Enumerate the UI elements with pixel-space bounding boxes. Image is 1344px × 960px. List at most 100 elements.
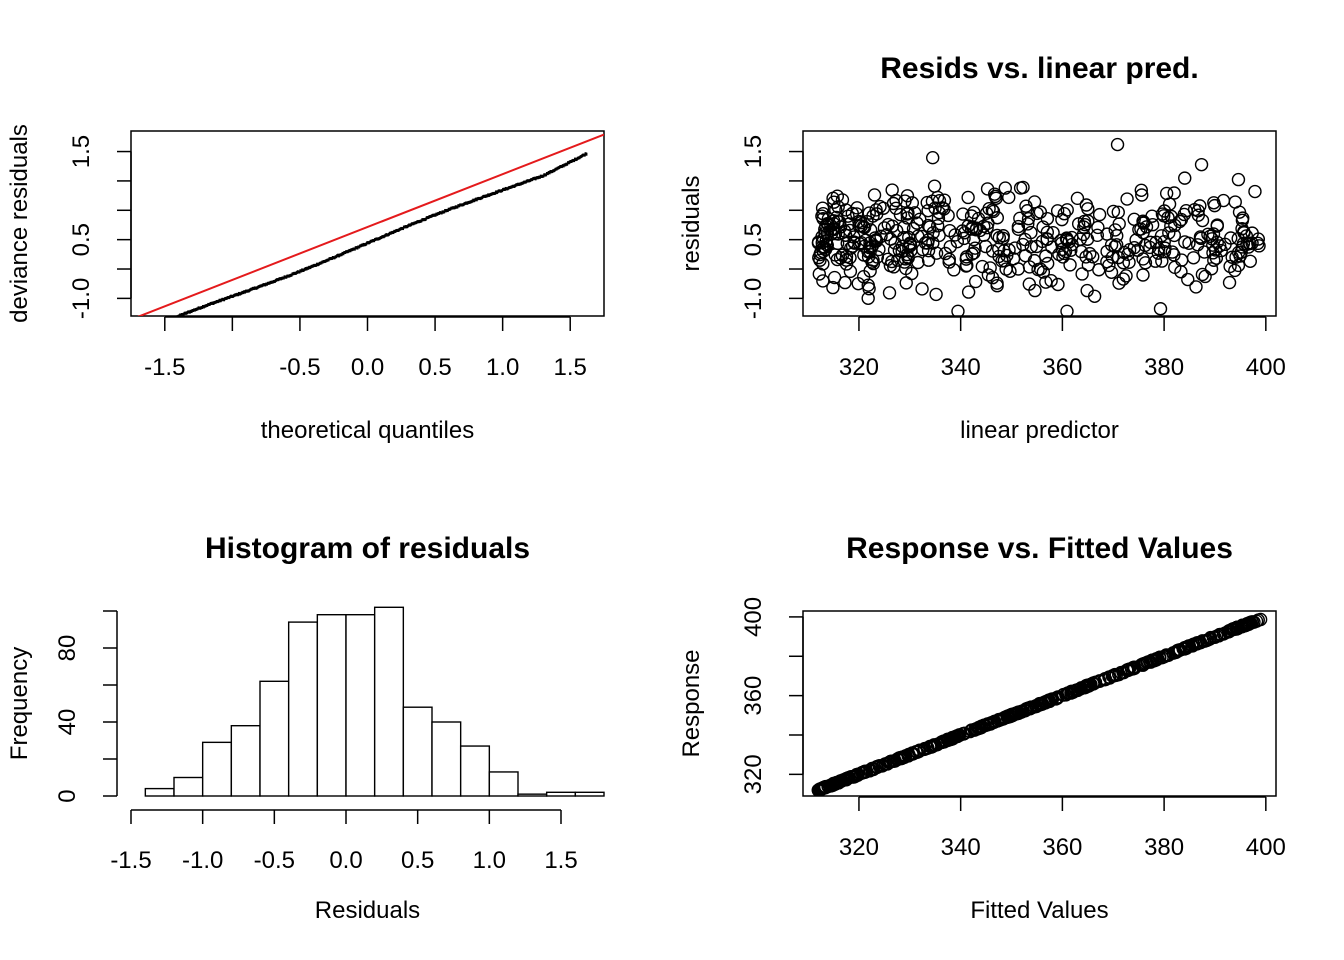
resp-point: [1120, 663, 1135, 677]
resid-point: [1027, 195, 1042, 209]
resid-point: [926, 226, 940, 240]
resid-point: [959, 252, 973, 266]
resid-point: [1039, 249, 1053, 263]
qq-point: [154, 324, 156, 327]
resid-point: [833, 215, 847, 229]
qq-y-label: deviance residuals: [6, 124, 33, 323]
resid-point: [1039, 275, 1053, 289]
resid-point: [847, 235, 861, 249]
resp-point: [906, 747, 921, 761]
resid-point: [921, 218, 936, 233]
resid-point: [862, 206, 876, 220]
resid-point: [843, 264, 858, 279]
resid-point: [990, 279, 1004, 293]
resid-point: [895, 244, 909, 259]
qq-plot-frame: [130, 130, 605, 317]
resp-point: [964, 723, 978, 737]
resid-point: [1022, 277, 1037, 291]
resid-point: [1100, 227, 1114, 241]
resid-point: [1222, 275, 1237, 290]
resid-point: [1203, 229, 1217, 243]
resid-points-group: [811, 137, 1266, 316]
resid-x-tick-label: 360: [1042, 354, 1082, 381]
resid-point: [959, 259, 973, 273]
resid-point: [866, 256, 881, 271]
resid-point: [990, 228, 1004, 243]
resid-point: [1116, 256, 1131, 270]
resid-point: [938, 246, 953, 261]
resid-point: [921, 233, 935, 247]
hist-bar: [488, 771, 519, 797]
resid-point: [1165, 245, 1179, 259]
resid-point: [1003, 264, 1017, 278]
resid-point: [985, 244, 1000, 258]
resid-point: [1157, 204, 1172, 218]
resp-point: [833, 774, 848, 788]
resid-point: [927, 179, 942, 193]
resid-point: [1110, 229, 1124, 243]
resid-point: [1235, 213, 1250, 228]
resid-point: [1189, 280, 1203, 294]
resid-y-tick-label: -1.0: [740, 278, 767, 319]
resid-point: [1050, 204, 1065, 218]
resp-point: [1134, 658, 1148, 672]
resp-point: [842, 770, 857, 785]
resid-point: [961, 285, 976, 299]
resid-point: [1060, 233, 1074, 247]
resid-y-tick-label: 0.5: [740, 223, 767, 256]
resp-point: [875, 759, 889, 773]
resid-point: [895, 239, 910, 254]
resp-y-tick-label: 400: [740, 597, 767, 637]
hist-bar: [259, 680, 290, 797]
resp-point: [1003, 709, 1018, 724]
qq-point: [155, 323, 157, 326]
resid-point: [1051, 277, 1065, 292]
resid-point: [989, 191, 1003, 205]
resid-point: [854, 215, 868, 230]
hist-x-tick-label: 0.0: [329, 847, 362, 874]
resp-point: [1223, 624, 1237, 638]
resid-point: [950, 234, 965, 249]
hist-bar: [373, 606, 405, 797]
resid-point: [897, 255, 912, 269]
resid-point: [861, 291, 875, 305]
resid-x-tick-label: 340: [941, 354, 981, 381]
resid-point: [1194, 157, 1209, 172]
resid-point: [1228, 195, 1242, 209]
qq-point: [169, 318, 171, 321]
resid-point: [1111, 205, 1125, 219]
resid-point: [1223, 259, 1237, 274]
resp-point: [972, 721, 987, 735]
resid-point: [921, 253, 936, 267]
resid-point: [1207, 253, 1221, 267]
resid-point: [1021, 217, 1035, 231]
resid-point: [1122, 242, 1137, 257]
resid-point: [1213, 239, 1227, 253]
resp-point: [1042, 693, 1056, 707]
resid-point: [1109, 238, 1124, 252]
hist-bar: [402, 706, 433, 797]
resp-point: [1035, 697, 1049, 711]
qq-point: [148, 327, 150, 330]
resid-point: [997, 254, 1012, 268]
resid-point: [937, 193, 952, 207]
resid-point: [861, 278, 875, 292]
resid-point: [1228, 263, 1242, 278]
hist-x-label: Residuals: [315, 897, 420, 924]
resid-point: [1078, 217, 1092, 232]
qq-x-tick-label: 0.0: [351, 354, 384, 381]
qq-x-label: theoretical quantiles: [261, 417, 474, 444]
resid-point: [1036, 220, 1050, 234]
hist-bar: [517, 793, 548, 797]
qq-point: [566, 162, 569, 166]
resid-point: [872, 242, 886, 257]
resp-point: [1021, 701, 1035, 715]
resid-point: [1075, 267, 1089, 281]
qq-point: [149, 326, 151, 329]
resid-point: [1218, 237, 1232, 252]
resid-x-tick-label: 400: [1246, 354, 1286, 381]
resid-point: [1145, 218, 1160, 232]
resp-x-tick-label: 360: [1042, 834, 1082, 861]
qq-y-tick-label: -1.0: [68, 278, 95, 319]
